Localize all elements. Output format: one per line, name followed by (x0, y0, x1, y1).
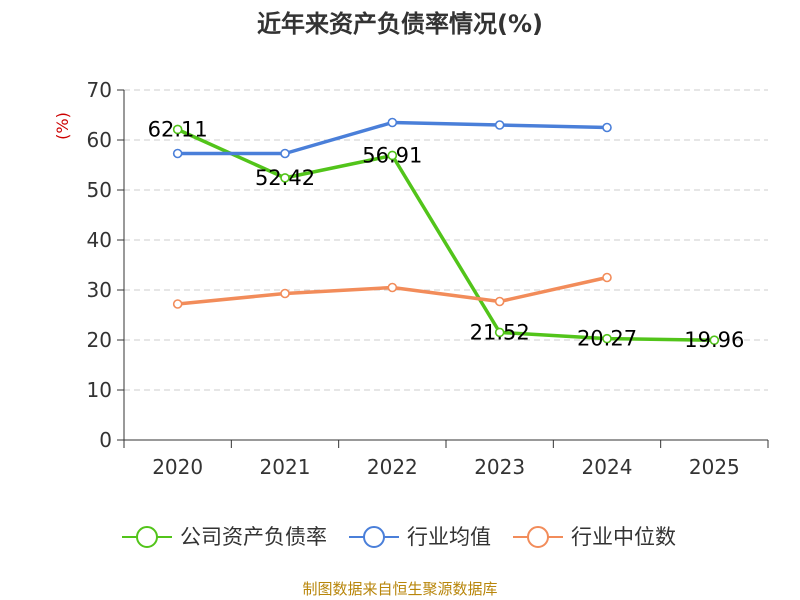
legend-label-2: 行业中位数 (571, 525, 676, 549)
series-layer (172, 117, 720, 346)
y-tick-label-0: 0 (99, 428, 112, 452)
data-label-2023: 21.52 (470, 320, 530, 344)
point-0-2020 (172, 124, 183, 135)
legend-marker-1 (363, 526, 385, 548)
series-line-0 (176, 127, 715, 342)
point-0-2025 (709, 335, 720, 346)
point-1-2024 (602, 122, 612, 133)
chart-title: 近年来资产负债率情况(%) (257, 10, 543, 38)
legend-label-1: 行业均值 (407, 525, 491, 549)
y-tick-label-50: 50 (87, 178, 112, 202)
point-1-2023 (494, 120, 505, 130)
point-0-2021 (280, 173, 290, 183)
y-tick-label-60: 60 (87, 128, 112, 152)
data-label-2024: 20.27 (577, 327, 637, 351)
gridlines (124, 89, 768, 391)
data-labels: 62.11 52.42 56.91 21.52 20.27 19.96 (148, 117, 745, 352)
point-0-2023 (494, 327, 505, 338)
legend: 公司资产负债率 行业均值 行业中位数 (122, 525, 676, 549)
point-2-2024 (602, 272, 612, 283)
data-label-2022: 56.91 (362, 143, 422, 167)
legend-label-0: 公司资产负债率 (180, 525, 327, 549)
data-label-2020: 62.11 (148, 117, 208, 141)
legend-marker-2 (527, 526, 549, 548)
y-tick-label-10: 10 (87, 378, 112, 402)
source-note: 制图数据来自恒生聚源数据库 (302, 580, 497, 598)
axes: 0 10 20 30 40 50 60 70 2020 2021 2022 2023 2024 2025 (87, 78, 769, 479)
x-tick-label-2023: 2023 (474, 455, 525, 479)
data-label-2025: 19.96 (684, 328, 744, 352)
x-tick-label-2020: 2020 (152, 455, 203, 479)
x-tick-label-2022: 2022 (367, 455, 418, 479)
point-2-2022 (387, 282, 398, 293)
point-2-2020 (172, 299, 183, 309)
y-tick-label-70: 70 (87, 78, 112, 102)
point-0-2022 (387, 150, 398, 161)
point-1-2020 (172, 148, 183, 159)
point-1-2022 (387, 117, 398, 128)
y-axis-unit: (%) (53, 112, 72, 140)
point-1-2021 (280, 148, 290, 159)
point-2-2021 (280, 288, 290, 299)
x-tick-label-2025: 2025 (689, 455, 740, 479)
x-tick-label-2021: 2021 (260, 455, 311, 479)
x-tick-label-2024: 2024 (582, 455, 633, 479)
data-label-2021: 52.42 (255, 166, 315, 190)
y-tick-label-20: 20 (87, 328, 112, 352)
point-2-2023 (494, 296, 505, 307)
y-tick-label-30: 30 (87, 278, 112, 302)
y-tick-label-40: 40 (87, 228, 112, 252)
point-0-2024 (602, 333, 612, 344)
legend-marker-0 (136, 526, 158, 548)
